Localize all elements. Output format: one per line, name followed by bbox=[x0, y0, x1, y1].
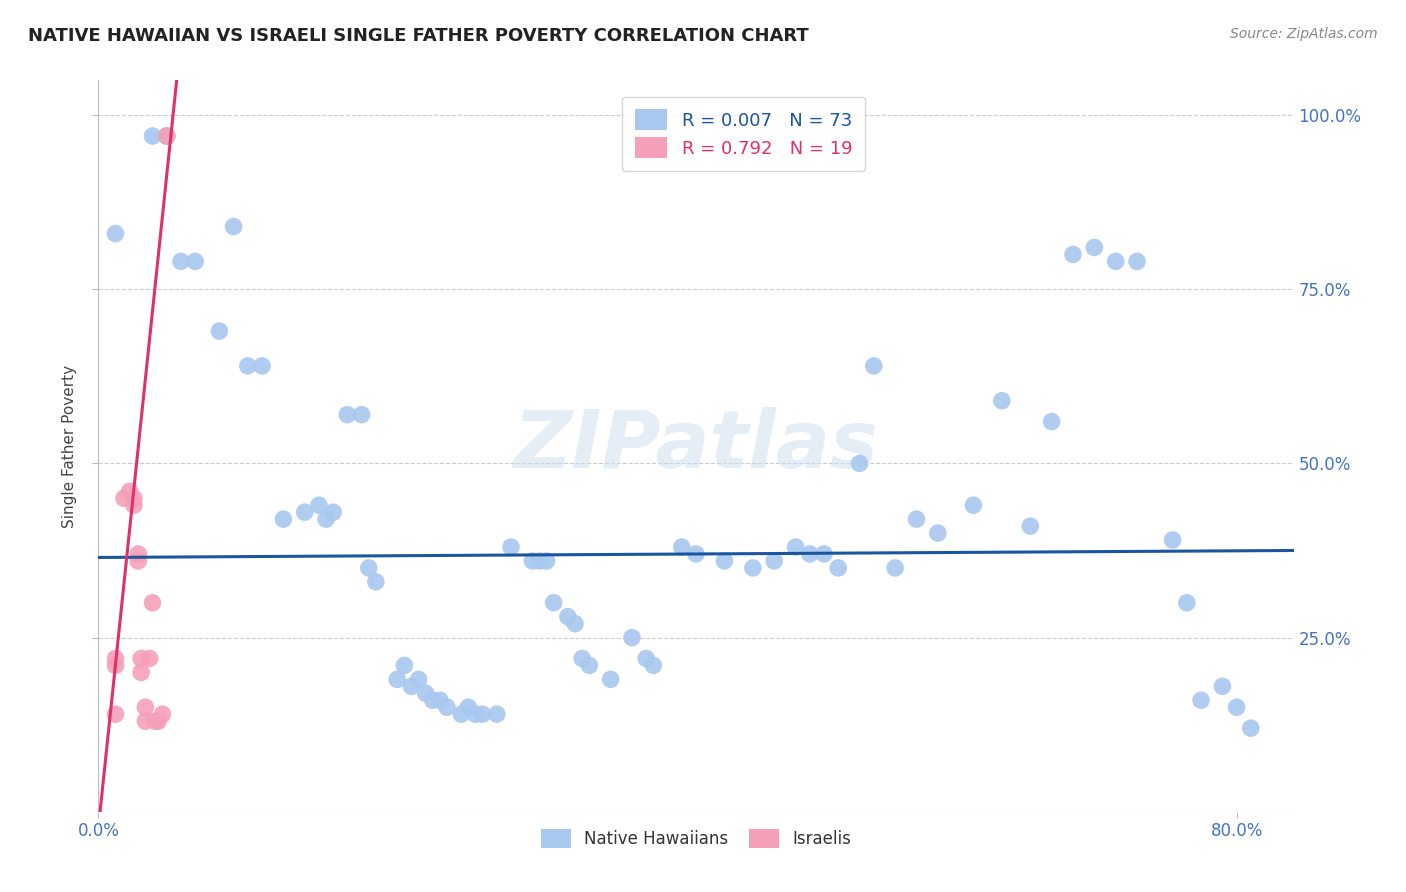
Point bbox=[464, 707, 486, 722]
Point bbox=[1240, 721, 1263, 735]
Point bbox=[1062, 247, 1084, 261]
Point bbox=[134, 714, 156, 728]
Point bbox=[1019, 519, 1042, 533]
Point bbox=[415, 686, 437, 700]
Point bbox=[104, 651, 127, 665]
Point bbox=[1105, 254, 1128, 268]
Point bbox=[1175, 596, 1198, 610]
Point bbox=[129, 665, 152, 680]
Point bbox=[134, 700, 156, 714]
Point bbox=[522, 554, 544, 568]
Point bbox=[599, 673, 621, 687]
Point bbox=[112, 491, 135, 506]
Point bbox=[308, 498, 330, 512]
Point bbox=[408, 673, 430, 687]
Point bbox=[184, 254, 207, 268]
Point bbox=[962, 498, 984, 512]
Point bbox=[315, 512, 337, 526]
Point bbox=[385, 673, 409, 687]
Point bbox=[118, 484, 141, 499]
Point bbox=[1126, 254, 1149, 268]
Point bbox=[336, 408, 359, 422]
Point bbox=[429, 693, 451, 707]
Point bbox=[104, 227, 127, 241]
Point bbox=[236, 359, 259, 373]
Point bbox=[536, 554, 558, 568]
Point bbox=[685, 547, 707, 561]
Point bbox=[529, 554, 551, 568]
Point bbox=[671, 540, 693, 554]
Point bbox=[156, 128, 179, 143]
Text: NATIVE HAWAIIAN VS ISRAELI SINGLE FATHER POVERTY CORRELATION CHART: NATIVE HAWAIIAN VS ISRAELI SINGLE FATHER… bbox=[28, 27, 808, 45]
Point bbox=[905, 512, 928, 526]
Point bbox=[322, 505, 344, 519]
Point bbox=[273, 512, 295, 526]
Point bbox=[450, 707, 472, 722]
Point bbox=[156, 128, 179, 143]
Point bbox=[122, 491, 145, 506]
Point bbox=[148, 714, 170, 728]
Point bbox=[364, 574, 387, 589]
Point bbox=[127, 554, 149, 568]
Point bbox=[138, 651, 160, 665]
Point bbox=[557, 609, 579, 624]
Point bbox=[1040, 415, 1063, 429]
Point bbox=[471, 707, 494, 722]
Point bbox=[499, 540, 522, 554]
Point bbox=[422, 693, 444, 707]
Point bbox=[152, 707, 174, 722]
Point bbox=[785, 540, 807, 554]
Point bbox=[813, 547, 835, 561]
Point bbox=[401, 679, 423, 693]
Point bbox=[457, 700, 479, 714]
Point bbox=[620, 631, 643, 645]
Point bbox=[436, 700, 458, 714]
Point bbox=[741, 561, 763, 575]
Point bbox=[485, 707, 508, 722]
Point bbox=[208, 324, 231, 338]
Point bbox=[862, 359, 884, 373]
Point bbox=[884, 561, 907, 575]
Point bbox=[127, 547, 149, 561]
Point bbox=[294, 505, 316, 519]
Point bbox=[156, 128, 179, 143]
Point bbox=[222, 219, 245, 234]
Point bbox=[350, 408, 373, 422]
Point bbox=[1161, 533, 1184, 547]
Point bbox=[564, 616, 586, 631]
Point bbox=[104, 658, 127, 673]
Text: Source: ZipAtlas.com: Source: ZipAtlas.com bbox=[1230, 27, 1378, 41]
Point bbox=[129, 651, 152, 665]
Point bbox=[122, 498, 145, 512]
Point bbox=[643, 658, 665, 673]
Point bbox=[763, 554, 786, 568]
Point bbox=[578, 658, 600, 673]
Point bbox=[927, 526, 949, 541]
Point bbox=[1083, 240, 1105, 254]
Point bbox=[991, 393, 1014, 408]
Point bbox=[848, 457, 870, 471]
Y-axis label: Single Father Poverty: Single Father Poverty bbox=[62, 365, 77, 527]
Point bbox=[104, 707, 127, 722]
Point bbox=[170, 254, 193, 268]
Point bbox=[571, 651, 593, 665]
Point bbox=[636, 651, 658, 665]
Point bbox=[394, 658, 416, 673]
Point bbox=[141, 596, 163, 610]
Point bbox=[543, 596, 565, 610]
Point bbox=[143, 714, 166, 728]
Point bbox=[1211, 679, 1233, 693]
Point bbox=[1189, 693, 1212, 707]
Text: ZIPatlas: ZIPatlas bbox=[513, 407, 879, 485]
Legend: Native Hawaiians, Israelis: Native Hawaiians, Israelis bbox=[534, 822, 858, 855]
Point bbox=[799, 547, 821, 561]
Point bbox=[1226, 700, 1249, 714]
Point bbox=[357, 561, 380, 575]
Point bbox=[141, 128, 163, 143]
Point bbox=[250, 359, 273, 373]
Point bbox=[827, 561, 849, 575]
Point bbox=[713, 554, 735, 568]
